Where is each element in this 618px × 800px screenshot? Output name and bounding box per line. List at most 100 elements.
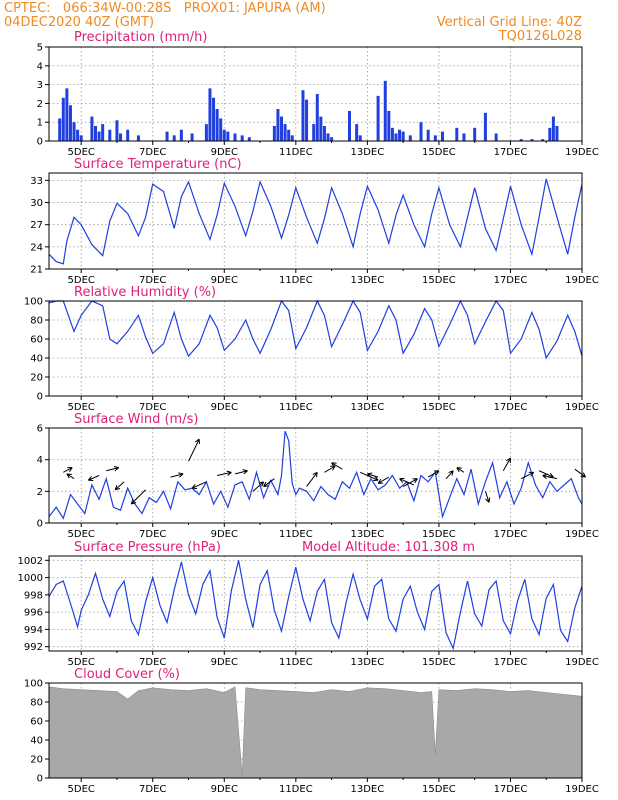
y-tick-label-0: 21 [30, 265, 43, 276]
wind-vector-2 [87, 475, 100, 482]
precipitation-bar-13 [119, 133, 123, 141]
x-tick-label-4: 13DEC [351, 657, 385, 668]
precipitation-bar-18 [179, 129, 183, 141]
x-tick-label-2: 9DEC [211, 529, 238, 540]
precipitation-bar-24 [219, 118, 223, 141]
y-tick-label-3: 30 [30, 198, 43, 209]
precipitation-bar-9 [97, 131, 101, 141]
temperature-title: Surface Temperature (nC) [74, 157, 242, 172]
precipitation-bar-65 [530, 139, 534, 141]
x-tick-label-5: 15DEC [422, 275, 456, 286]
x-tick-label-6: 17DEC [494, 529, 528, 540]
precipitation-bar-5 [76, 129, 80, 141]
precipitation-bar-51 [394, 133, 398, 141]
wind-title: Surface Wind (m/s) [74, 412, 198, 427]
cloud-frame [48, 682, 583, 779]
precipitation-bar-55 [419, 122, 423, 141]
precipitation-bar-14 [126, 129, 130, 141]
precipitation-bar-11 [108, 129, 112, 141]
precipitation-bar-54 [408, 135, 412, 141]
precipitation-bar-47 [376, 95, 380, 141]
precipitation-bar-17 [172, 135, 176, 141]
y-tick-label-3: 3 [37, 80, 43, 91]
precipitation-bar-57 [433, 135, 437, 141]
precipitation-bar-3 [68, 105, 72, 141]
precipitation-title: Precipitation (mm/h) [74, 30, 207, 45]
precipitation-bar-33 [283, 124, 287, 141]
y-tick-label-1: 1 [37, 118, 43, 129]
header-date-line: 04DEC2020 40Z (GMT) [4, 15, 155, 30]
x-tick-label-7: 19DEC [565, 529, 599, 540]
x-tick-label-2: 9DEC [211, 402, 238, 413]
precipitation-bar-39 [315, 94, 319, 141]
precipitation-bar-23 [215, 109, 219, 141]
wind-vector-4 [114, 481, 125, 491]
wind-vector-7 [188, 438, 200, 462]
y-tick-label-5: 5 [37, 43, 43, 54]
wind-vector-28 [542, 473, 558, 480]
precipitation-bar-56 [426, 129, 430, 141]
precipitation-bar-15 [136, 135, 140, 141]
x-tick-label-6: 17DEC [494, 147, 528, 158]
panel-humidity: Relative Humidity (%) 0 20 40 60 80 100 5DEC 7D… [24, 285, 599, 413]
wind-vector-9 [217, 470, 232, 476]
x-tick-label-5: 15DEC [422, 657, 456, 668]
y-tick-label-0: 992 [24, 642, 43, 653]
precipitation-bar-43 [330, 137, 334, 141]
x-tick-label-0: 5DEC [68, 275, 95, 286]
wind-vector-25 [502, 457, 511, 471]
x-tick-label-0: 5DEC [68, 657, 95, 668]
y-tick-label-4: 1000 [18, 573, 43, 584]
x-tick-label-6: 17DEC [494, 402, 528, 413]
x-tick-label-0: 5DEC [68, 529, 95, 540]
x-tick-label-1: 7DEC [139, 402, 166, 413]
y-tick-label-4: 33 [30, 176, 43, 187]
rh-frame [48, 300, 583, 397]
y-tick-label-1: 994 [24, 625, 43, 636]
rh-series-line [48, 299, 583, 360]
panel-precipitation: Precipitation (mm/h) 0 1 2 3 4 5 5DEC 7DEC 9DEC 1… [37, 30, 599, 158]
x-tick-label-2: 9DEC [211, 784, 238, 795]
precipitation-bar-63 [494, 133, 498, 141]
precipitation-bar-26 [226, 131, 230, 141]
y-tick-label-3: 60 [30, 717, 43, 728]
precipitation-bar-6 [79, 135, 83, 141]
wind-vector-12 [263, 478, 275, 488]
x-tick-label-0: 5DEC [68, 147, 95, 158]
y-tick-label-0: 0 [37, 519, 43, 530]
x-tick-label-0: 5DEC [68, 784, 95, 795]
precipitation-bar-69 [555, 125, 559, 141]
precipitation-bar-40 [319, 116, 323, 141]
precipitation-bar-67 [548, 127, 552, 141]
panel-wind: Surface Wind (m/s) 0 2 4 6 5DEC 7DEC 9DEC 11DEC… [37, 412, 599, 540]
y-tick-label-1: 24 [30, 242, 43, 253]
precipitation-bar-34 [287, 129, 291, 141]
x-tick-label-4: 13DEC [351, 402, 385, 413]
x-tick-label-3: 11DEC [279, 275, 313, 286]
wind-series-line [48, 430, 583, 520]
wind-vector-18 [377, 476, 390, 484]
y-tick-label-1: 2 [37, 487, 43, 498]
header-grid-line-note: Vertical Grid Line: 40Z [436, 15, 582, 30]
pressure-title: Surface Pressure (hPa) [74, 540, 221, 555]
wind-vector-24 [484, 491, 491, 503]
cloud-cover-title: Cloud Cover (%) [74, 667, 180, 682]
wind-vector-19 [402, 478, 418, 488]
precipitation-bar-68 [551, 116, 555, 141]
precipitation-bar-19 [190, 133, 194, 141]
precipitation-bar-30 [272, 125, 276, 141]
x-tick-label-4: 13DEC [351, 784, 385, 795]
precipitation-bar-52 [398, 129, 402, 141]
precipitation-bar-48 [383, 80, 387, 141]
precipitation-bar-12 [115, 120, 119, 141]
precipitation-bar-21 [208, 88, 212, 141]
precipitation-bar-27 [233, 133, 237, 141]
precipitation-bar-61 [473, 127, 477, 141]
precipitation-bar-41 [322, 125, 326, 141]
wind-vector-22 [445, 470, 454, 480]
y-tick-label-2: 40 [30, 736, 43, 747]
temp-series-line [48, 178, 583, 265]
wind-vector-1 [66, 473, 75, 480]
x-tick-label-4: 13DEC [351, 275, 385, 286]
precipitation-bar-53 [401, 131, 405, 141]
